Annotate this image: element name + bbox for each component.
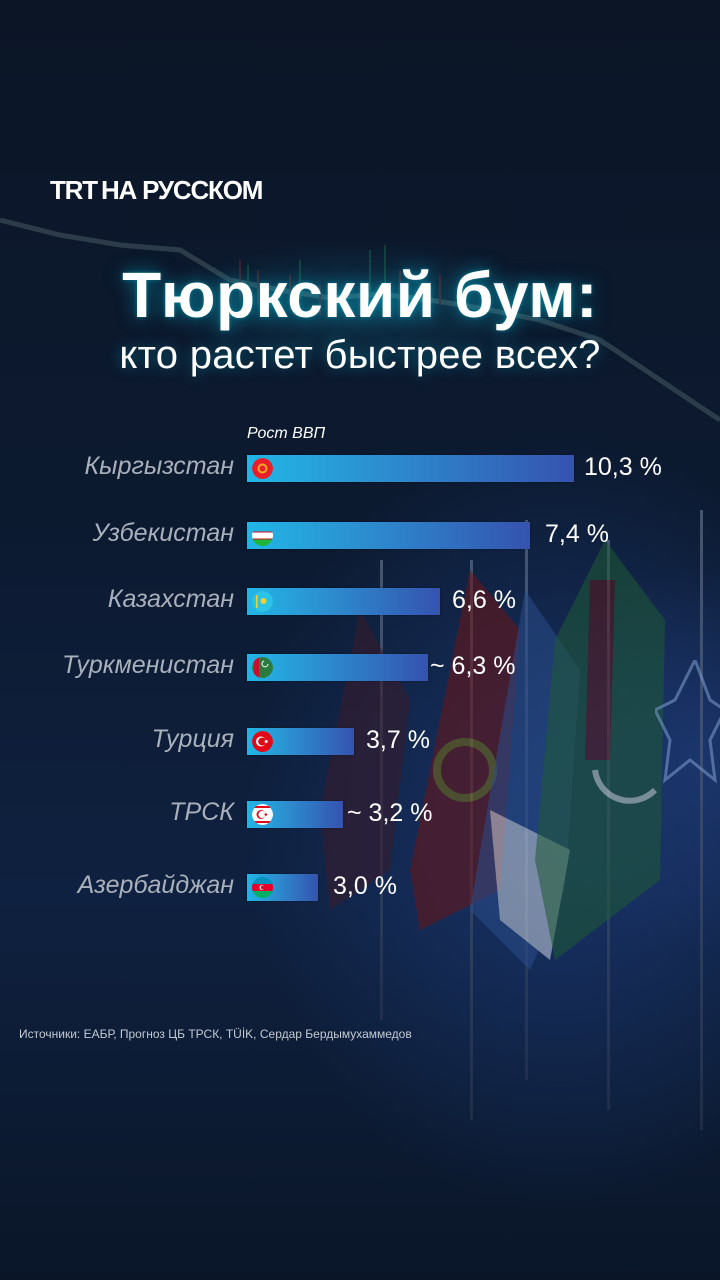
axis-label: Рост ВВП <box>247 425 326 442</box>
kazakhstan-flag-icon <box>252 591 273 612</box>
bar-kazakhstan <box>247 588 440 615</box>
uzbekistan-flag-icon <box>252 525 273 546</box>
value-label: 3,0 % <box>333 872 397 900</box>
page-subtitle: кто растет быстрее всех? <box>119 333 601 377</box>
chart-row: Кыргызстан 10,3 % <box>0 452 720 482</box>
chart-row: Туркменистан ~ 6,3 % <box>0 651 720 681</box>
turkmenistan-flag-icon <box>252 657 273 678</box>
kyrgyzstan-flag-icon <box>252 458 273 479</box>
bar-uzbekistan <box>247 522 530 549</box>
brand-name: НА РУССКОМ <box>100 175 263 205</box>
bar-trnc <box>247 801 343 828</box>
azerbaijan-flag-icon <box>252 877 273 898</box>
trnc-flag-icon <box>252 804 273 825</box>
bar-kyrgyzstan <box>247 455 574 482</box>
country-label: Азербайджан <box>77 871 234 899</box>
country-label: Турция <box>151 725 234 753</box>
country-label: Туркменистан <box>61 651 234 679</box>
value-label: 7,4 % <box>545 520 609 548</box>
chart-row: Азербайджан 3,0 % <box>0 871 720 901</box>
country-label: Кыргызстан <box>84 452 234 480</box>
chart-row: Казахстан 6,6 % <box>0 585 720 615</box>
brand-logo: TRT НА РУССКОМ <box>50 175 263 206</box>
chart-row: Узбекистан 7,4 % <box>0 519 720 549</box>
value-label: 3,7 % <box>366 726 430 754</box>
bar-turkmenistan <box>247 654 428 681</box>
value-label: ~ 3,2 % <box>347 799 433 827</box>
country-label: Узбекистан <box>92 519 234 547</box>
value-label: 10,3 % <box>584 453 662 481</box>
country-label: Казахстан <box>107 585 234 613</box>
value-label: ~ 6,3 % <box>430 652 516 680</box>
chart-row: Турция 3,7 % <box>0 725 720 755</box>
turkey-flag-icon <box>252 731 273 752</box>
country-label: ТРСК <box>169 798 234 826</box>
bar-azerbaijan <box>247 874 318 901</box>
brand-trt: TRT <box>50 175 98 205</box>
bar-turkey <box>247 728 354 755</box>
background-chart-decoration <box>0 217 720 423</box>
sources-note: Источники: ЕАБР, Прогноз ЦБ ТРСК, TÜİK, … <box>19 1027 412 1041</box>
value-label: 6,6 % <box>452 586 516 614</box>
page-title: Тюркский бум: <box>122 259 598 331</box>
chart-row: ТРСК ~ 3,2 % <box>0 798 720 828</box>
